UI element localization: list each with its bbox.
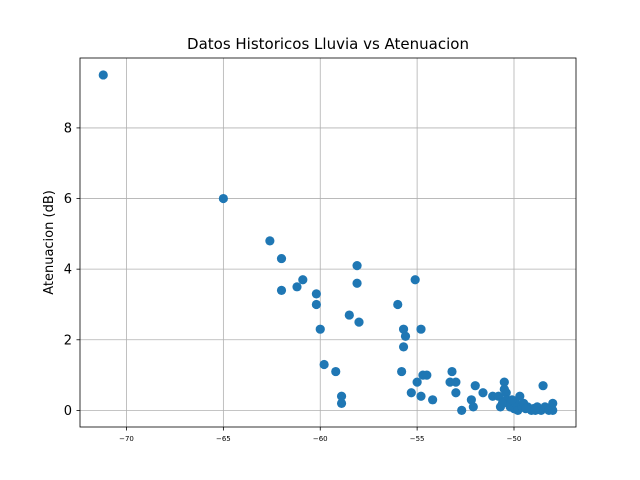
data-point xyxy=(393,299,403,310)
x-tick-label: −65 xyxy=(216,435,231,443)
data-point xyxy=(521,404,531,414)
y-tick-label: 8 xyxy=(64,121,72,136)
x-tick-label: −55 xyxy=(410,435,425,443)
data-point xyxy=(468,402,478,412)
y-tick-label: 2 xyxy=(64,333,72,348)
ticks-layer: −70 −65 −60 −55 −50 0 2 4 6 8 xyxy=(64,121,522,443)
y-tick-label: 0 xyxy=(64,404,72,419)
data-point xyxy=(470,381,480,391)
data-point xyxy=(352,278,362,288)
y-tick-label: 6 xyxy=(64,192,72,207)
data-point xyxy=(451,377,461,387)
data-point xyxy=(466,395,476,405)
data-point xyxy=(354,317,364,327)
data-point xyxy=(416,324,426,334)
data-point xyxy=(398,342,409,352)
data-point xyxy=(499,377,509,387)
data-point xyxy=(548,398,558,408)
x-tick-label: −50 xyxy=(507,435,522,443)
data-point xyxy=(218,193,228,204)
y-tick-label: 4 xyxy=(64,263,72,278)
data-point xyxy=(428,395,438,405)
data-point xyxy=(331,366,341,377)
data-point xyxy=(416,391,426,401)
points-layer xyxy=(98,70,558,416)
data-point xyxy=(400,331,411,341)
data-point xyxy=(311,289,321,299)
data-point xyxy=(422,370,432,380)
data-point xyxy=(406,388,416,398)
data-point xyxy=(398,324,409,334)
data-point xyxy=(292,282,302,292)
data-point xyxy=(352,261,362,271)
y-axis-label: Atenuacion (dB) xyxy=(42,190,57,295)
data-point xyxy=(336,398,347,408)
data-point xyxy=(336,391,347,401)
plot-frame xyxy=(79,57,577,428)
x-tick-label: −70 xyxy=(119,435,134,443)
grid-layer xyxy=(80,58,576,427)
data-point xyxy=(538,381,548,391)
data-point xyxy=(501,388,511,398)
x-tick-label: −60 xyxy=(313,435,328,443)
data-point xyxy=(412,377,422,387)
data-point xyxy=(497,398,507,408)
data-point xyxy=(315,324,325,334)
data-point xyxy=(98,70,108,80)
chart-title: Datos Historicos Lluvia vs Atenuacion xyxy=(187,35,469,53)
data-point xyxy=(276,253,287,264)
data-point xyxy=(507,395,517,405)
data-point xyxy=(447,366,457,377)
data-point xyxy=(298,275,308,285)
data-point xyxy=(530,405,540,416)
data-point xyxy=(451,388,461,398)
data-point xyxy=(344,310,354,320)
data-point xyxy=(265,236,275,246)
data-point xyxy=(319,359,329,370)
data-point xyxy=(397,366,407,377)
data-point xyxy=(493,391,504,401)
data-point xyxy=(276,285,287,295)
data-point xyxy=(457,405,467,416)
data-point xyxy=(548,405,558,416)
data-point xyxy=(515,391,525,401)
data-point xyxy=(410,275,420,285)
data-point xyxy=(478,388,488,398)
data-point xyxy=(311,299,321,310)
